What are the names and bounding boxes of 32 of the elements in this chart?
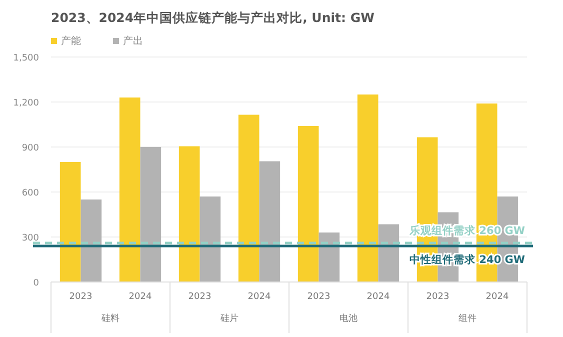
legend-label: 产能 [61,35,81,47]
x-tick-label: 2024 [128,292,152,302]
text: 硅料 [100,313,120,324]
text: 电池 [340,313,358,324]
bar [357,94,378,282]
y-tick-label: 300 [22,234,40,244]
y-tick-label: 900 [22,144,40,154]
bar [60,162,81,282]
y-tick-label: 1,500 [13,54,40,64]
bar [378,224,400,282]
bar [119,98,140,282]
x-tick-label: 2024 [366,292,390,302]
bar [140,147,162,282]
bar [178,146,200,282]
bar [298,126,319,282]
x-tick-label: 2024 [486,292,509,302]
bar [238,114,260,282]
x-tick-label: 2023 [69,292,92,302]
legend-label: 产出 [123,35,143,47]
bar [200,196,221,282]
text: 组件 [458,313,476,324]
y-tick-label: 600 [22,188,40,198]
y-tick-label: 0 [33,278,40,288]
x-tick-label: 2023 [188,292,212,302]
chart-title: 2023、2024年中国供应链产能与产出对比, Unit: GW [51,10,375,25]
text: 硅片 [220,313,238,324]
x-tick-label: 2023 [426,292,450,302]
x-tick-label: 2023 [307,292,330,302]
x-tick-label: 2024 [248,292,271,302]
bar [259,161,280,282]
y-tick-label: 1,200 [13,98,40,108]
bar [80,200,102,282]
